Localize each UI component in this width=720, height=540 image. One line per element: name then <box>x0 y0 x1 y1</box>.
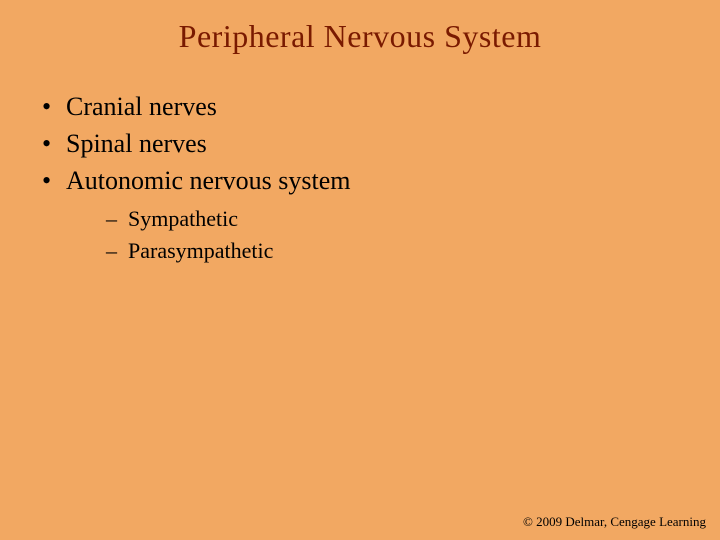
bullet-text: Cranial nerves <box>66 92 217 121</box>
bullet-text: Spinal nerves <box>66 129 207 158</box>
bullet-list-level1: Cranial nerves Spinal nerves Autonomic n… <box>36 89 684 266</box>
list-item: Parasympathetic <box>106 236 684 266</box>
bullet-list-level2: Sympathetic Parasympathetic <box>66 204 684 265</box>
list-item: Spinal nerves <box>36 126 684 161</box>
list-item: Sympathetic <box>106 204 684 234</box>
slide-title: Peripheral Nervous System <box>0 0 720 63</box>
bullet-text: Sympathetic <box>128 206 238 231</box>
list-item: Cranial nerves <box>36 89 684 124</box>
slide: Peripheral Nervous System Cranial nerves… <box>0 0 720 540</box>
copyright-footer: © 2009 Delmar, Cengage Learning <box>523 514 706 530</box>
bullet-text: Parasympathetic <box>128 238 273 263</box>
slide-body: Cranial nerves Spinal nerves Autonomic n… <box>0 63 720 266</box>
bullet-text: Autonomic nervous system <box>66 166 351 195</box>
list-item: Autonomic nervous system Sympathetic Par… <box>36 163 684 265</box>
